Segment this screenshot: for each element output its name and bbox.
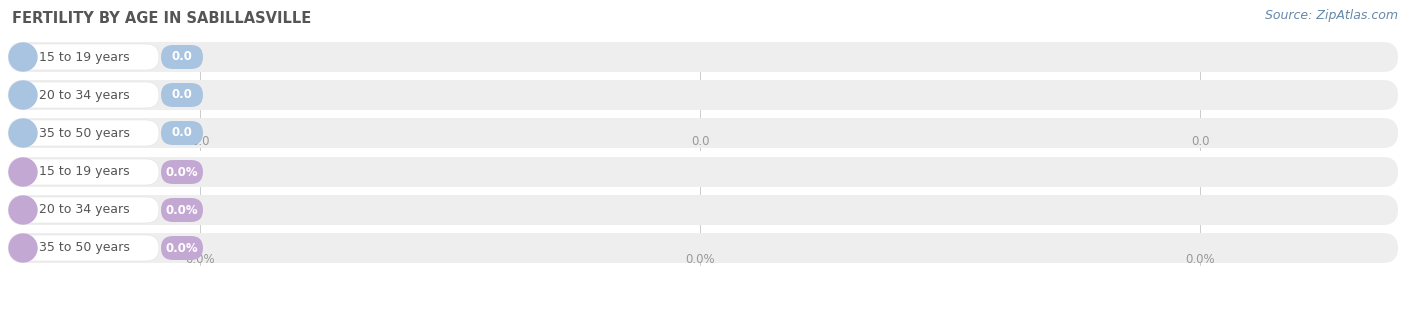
- FancyBboxPatch shape: [162, 198, 202, 222]
- FancyBboxPatch shape: [8, 157, 1398, 187]
- Text: 0.0%: 0.0%: [166, 166, 198, 178]
- Text: 0.0%: 0.0%: [166, 204, 198, 216]
- FancyBboxPatch shape: [162, 83, 202, 107]
- Text: 0.0%: 0.0%: [186, 253, 215, 266]
- FancyBboxPatch shape: [162, 236, 202, 260]
- Circle shape: [8, 43, 37, 71]
- FancyBboxPatch shape: [8, 118, 1398, 148]
- FancyBboxPatch shape: [162, 160, 202, 184]
- Text: 15 to 19 years: 15 to 19 years: [39, 166, 129, 178]
- FancyBboxPatch shape: [8, 195, 1398, 225]
- Text: 0.0%: 0.0%: [166, 242, 198, 255]
- FancyBboxPatch shape: [162, 45, 202, 69]
- FancyBboxPatch shape: [10, 235, 159, 261]
- Text: 35 to 50 years: 35 to 50 years: [39, 242, 129, 255]
- FancyBboxPatch shape: [8, 80, 1398, 110]
- Circle shape: [8, 196, 37, 224]
- Text: 20 to 34 years: 20 to 34 years: [39, 204, 129, 216]
- FancyBboxPatch shape: [10, 120, 159, 146]
- Text: 20 to 34 years: 20 to 34 years: [39, 88, 129, 102]
- Circle shape: [8, 81, 37, 109]
- FancyBboxPatch shape: [10, 197, 159, 223]
- Circle shape: [8, 158, 37, 186]
- FancyBboxPatch shape: [10, 159, 159, 185]
- Text: 0.0%: 0.0%: [685, 253, 714, 266]
- Text: FERTILITY BY AGE IN SABILLASVILLE: FERTILITY BY AGE IN SABILLASVILLE: [13, 11, 311, 26]
- Text: 0.0: 0.0: [172, 126, 193, 139]
- Text: 0.0%: 0.0%: [1185, 253, 1215, 266]
- Text: 0.0: 0.0: [1191, 135, 1209, 148]
- FancyBboxPatch shape: [8, 42, 1398, 72]
- Text: 15 to 19 years: 15 to 19 years: [39, 51, 129, 64]
- FancyBboxPatch shape: [10, 44, 159, 70]
- Text: 35 to 50 years: 35 to 50 years: [39, 126, 129, 139]
- Circle shape: [8, 119, 37, 147]
- Text: Source: ZipAtlas.com: Source: ZipAtlas.com: [1265, 9, 1398, 22]
- FancyBboxPatch shape: [8, 233, 1398, 263]
- FancyBboxPatch shape: [162, 121, 202, 145]
- FancyBboxPatch shape: [10, 82, 159, 108]
- Text: 0.0: 0.0: [191, 135, 209, 148]
- Text: 0.0: 0.0: [172, 51, 193, 64]
- Circle shape: [8, 234, 37, 262]
- Text: 0.0: 0.0: [690, 135, 709, 148]
- Text: 0.0: 0.0: [172, 88, 193, 102]
